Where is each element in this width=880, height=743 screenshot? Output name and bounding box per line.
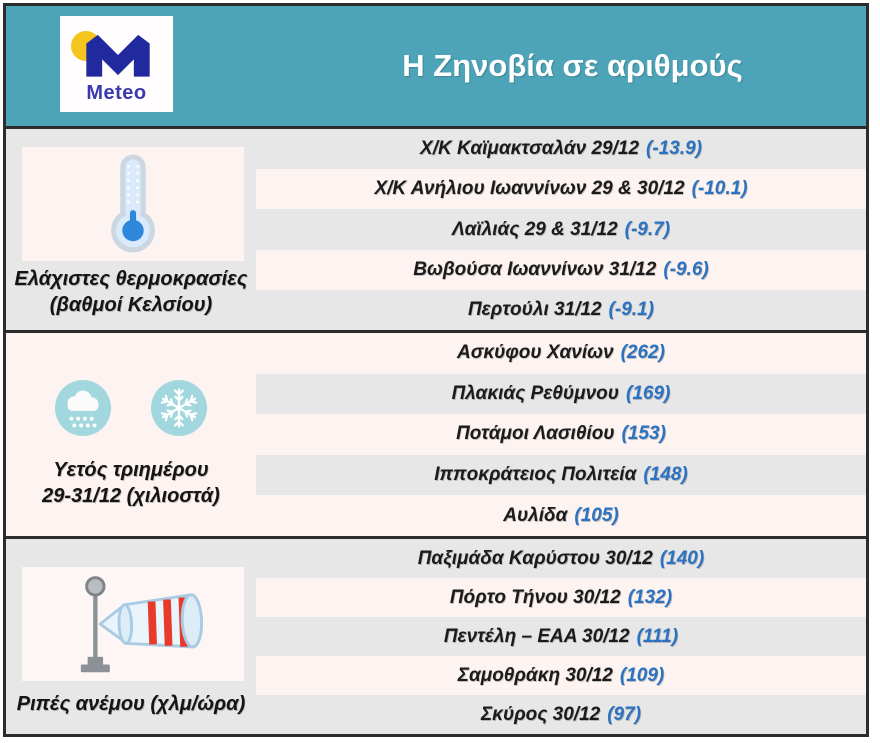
station-row: Βωβούσα Ιωαννίνων 31/12 (-9.6): [256, 249, 866, 290]
station-row: Ποτάμοι Λασιθίου (153): [256, 414, 866, 455]
station-value: (-9.7): [624, 218, 671, 240]
station-name: Πεντέλη – ΕΑΑ 30/12: [443, 625, 630, 647]
station-rows: Χ/Κ Καϊμακτσαλάν 29/12 (-13.9) Χ/Κ Ανήλι…: [256, 129, 866, 330]
station-row: Σαμοθράκη 30/12 (109): [256, 656, 866, 695]
station-row: Πλακιάς Ρεθύμνου (169): [256, 373, 866, 415]
station-name: Παξιμάδα Καρύστου 30/12: [417, 547, 653, 569]
station-value: (97): [607, 703, 642, 725]
infographic-frame: Meteo Η Ζηνοβία σε αριθμούς: [3, 3, 869, 737]
station-name: Πλακιάς Ρεθύμνου: [451, 382, 620, 404]
meteo-logo: Meteo: [60, 16, 173, 112]
section-label-line2: (βαθμοί Κελσίου): [49, 293, 213, 316]
windsock-icon-box: [22, 567, 244, 681]
station-name: Βωβούσα Ιωαννίνων 31/12: [413, 258, 657, 280]
station-name: Λαϊλιάς 29 & 31/12: [451, 218, 618, 240]
windsock-icon: [80, 576, 204, 673]
rain-cloud-icon: [54, 379, 112, 437]
station-row: Αυλίδα (105): [256, 495, 866, 536]
station-row: Ασκύφου Χανίων (262): [256, 333, 866, 374]
station-value: (-10.1): [691, 178, 748, 200]
station-name: Σαμοθράκη 30/12: [457, 664, 613, 686]
snowflake-icon: [150, 379, 208, 437]
section-sidebar: Ριπές ανέμου (χλμ/ώρα): [6, 539, 256, 734]
station-name: Πόρτο Τήνου 30/12: [449, 586, 621, 608]
precipitation-icons: [6, 379, 256, 437]
section-label: Ελάχιστες θερμοκρασίες (βαθμοί Κελσίου): [6, 261, 256, 330]
station-value: (111): [636, 625, 679, 647]
station-row: Χ/Κ Ανήλιου Ιωαννίνων 29 & 30/12 (-10.1): [256, 169, 866, 210]
station-name: Αυλίδα: [503, 504, 568, 526]
section-wind-gusts: Ριπές ανέμου (χλμ/ώρα) Παξιμάδα Καρύστου…: [6, 536, 866, 734]
station-value: (169): [626, 382, 671, 404]
thermometer-icon-box: [22, 147, 244, 261]
station-row: Σκύρος 30/12 (97): [256, 695, 866, 734]
station-value: (105): [574, 504, 619, 526]
logo-brand-text: Meteo: [86, 82, 147, 104]
station-name: Περτούλι 31/12: [468, 298, 602, 320]
station-name: Ποτάμοι Λασιθίου: [456, 423, 615, 445]
station-row: Παξιμάδα Καρύστου 30/12 (140): [256, 539, 866, 578]
section-sidebar: Ελάχιστες θερμοκρασίες (βαθμοί Κελσίου): [6, 129, 256, 330]
station-row: Πεντέλη – ΕΑΑ 30/12 (111): [256, 617, 866, 656]
station-value: (148): [643, 464, 688, 486]
header: Meteo Η Ζηνοβία σε αριθμούς: [6, 6, 866, 129]
section-min-temperatures: Ελάχιστες θερμοκρασίες (βαθμοί Κελσίου) …: [6, 129, 866, 330]
section-label-line1: Ριπές ανέμου (χλμ/ώρα): [16, 692, 246, 715]
station-value: (140): [659, 547, 705, 569]
station-name: Ιπποκράτειος Πολιτεία: [434, 464, 637, 486]
station-row: Χ/Κ Καϊμακτσαλάν 29/12 (-13.9): [256, 129, 866, 169]
station-name: Χ/Κ Καϊμακτσαλάν 29/12: [420, 138, 640, 160]
station-value: (132): [627, 586, 673, 608]
station-value: (109): [619, 664, 665, 686]
station-value: (262): [620, 342, 665, 364]
station-rows: Ασκύφου Χανίων (262) Πλακιάς Ρεθύμνου (1…: [256, 333, 866, 536]
station-name: Ασκύφου Χανίων: [457, 342, 614, 364]
station-row: Περτούλι 31/12 (-9.1): [256, 290, 866, 330]
station-value: (-13.9): [646, 138, 702, 160]
section-label: Ριπές ανέμου (χλμ/ώρα): [6, 681, 256, 734]
station-value: (153): [621, 423, 666, 445]
logo-m-icon: [86, 34, 150, 77]
station-name: Σκύρος 30/12: [480, 703, 601, 725]
station-value: (-9.1): [608, 298, 654, 320]
section-label-line1: Υετός τριημέρου: [53, 458, 209, 481]
page-title: Η Ζηνοβία σε αριθμούς: [402, 48, 743, 83]
station-row: Πόρτο Τήνου 30/12 (132): [256, 578, 866, 617]
station-name: Χ/Κ Ανήλιου Ιωαννίνων 29 & 30/12: [374, 178, 685, 200]
section-precipitation: Υετός τριημέρου 29-31/12 (χιλιοστά) Ασκύ…: [6, 330, 866, 536]
thermometer-icon: [111, 154, 155, 253]
station-row: Λαϊλιάς 29 & 31/12 (-9.7): [256, 209, 866, 249]
station-row: Ιπποκράτειος Πολιτεία (148): [256, 454, 866, 496]
section-label-line1: Ελάχιστες θερμοκρασίες: [14, 267, 248, 290]
station-rows: Παξιμάδα Καρύστου 30/12 (140) Πόρτο Τήνο…: [256, 539, 866, 734]
section-label-line2: 29-31/12 (χιλιοστά): [42, 484, 220, 507]
station-value: (-9.6): [663, 258, 709, 280]
section-sidebar: Υετός τριημέρου 29-31/12 (χιλιοστά): [6, 333, 256, 536]
section-label: Υετός τριημέρου 29-31/12 (χιλιοστά): [6, 437, 256, 536]
